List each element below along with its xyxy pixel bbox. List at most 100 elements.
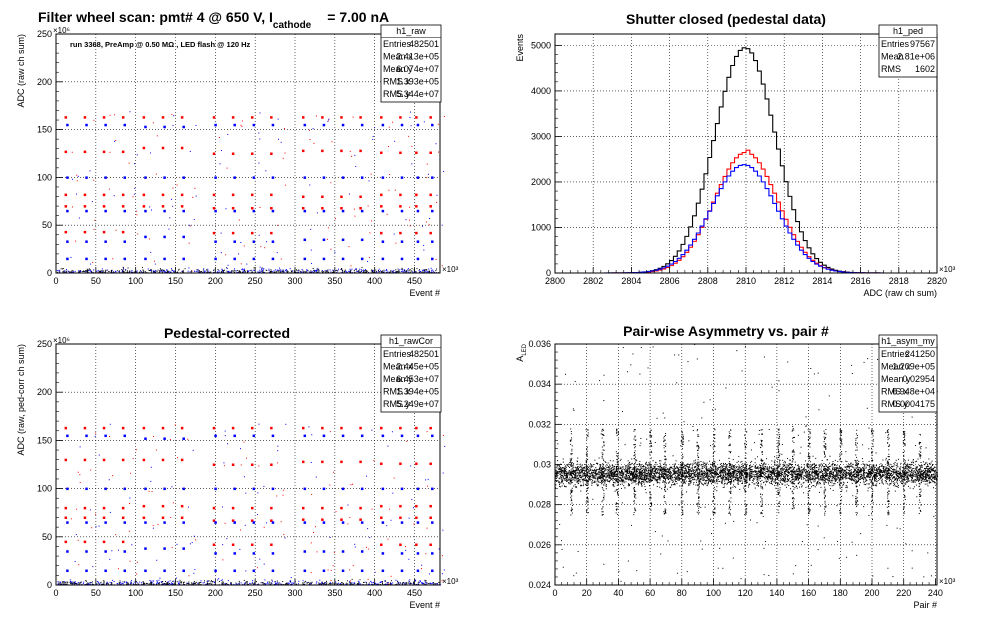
point — [307, 270, 309, 272]
point — [798, 478, 800, 480]
point — [674, 463, 676, 465]
point — [651, 467, 653, 469]
point — [882, 475, 884, 477]
point-blue — [66, 569, 69, 573]
y-exponent: ×10⁶ — [53, 26, 70, 35]
point — [89, 269, 91, 271]
point — [425, 553, 427, 555]
point — [201, 271, 203, 273]
point — [598, 480, 600, 482]
point — [895, 469, 897, 471]
data-points — [555, 344, 938, 585]
point — [903, 471, 905, 473]
point — [933, 473, 935, 475]
point — [66, 581, 68, 583]
point — [569, 465, 571, 467]
point — [310, 271, 312, 273]
point — [202, 269, 204, 271]
point — [424, 581, 426, 583]
point — [195, 195, 197, 197]
point — [668, 475, 670, 477]
point — [776, 456, 778, 458]
point-blue — [341, 238, 345, 242]
point — [878, 478, 880, 480]
point — [88, 269, 90, 271]
point-red — [429, 205, 432, 208]
point-red — [415, 116, 418, 119]
point — [555, 469, 557, 471]
point — [923, 471, 925, 473]
point — [787, 464, 789, 466]
point — [320, 583, 322, 585]
point — [227, 271, 229, 273]
point — [226, 268, 228, 270]
x-tick-label: 400 — [367, 276, 382, 286]
point — [88, 268, 90, 270]
point — [95, 526, 97, 528]
point — [303, 271, 305, 273]
point — [682, 474, 684, 476]
point — [555, 477, 557, 479]
point — [80, 581, 82, 583]
point — [387, 445, 389, 447]
point — [781, 468, 783, 470]
point — [173, 115, 175, 117]
point — [707, 482, 709, 484]
point-red — [231, 543, 235, 547]
point — [257, 583, 259, 585]
point — [270, 269, 272, 271]
point — [581, 485, 583, 487]
point — [887, 471, 889, 473]
point — [98, 454, 100, 456]
point — [815, 464, 817, 466]
point — [131, 271, 133, 273]
point — [418, 269, 420, 271]
point — [157, 582, 159, 584]
point — [567, 479, 569, 481]
point — [120, 581, 122, 583]
point — [419, 271, 421, 273]
point — [902, 469, 904, 471]
point — [893, 485, 895, 487]
point — [144, 270, 146, 272]
point — [789, 478, 791, 480]
point — [256, 567, 258, 569]
x-tick-label: 200 — [208, 588, 223, 598]
point — [297, 583, 299, 585]
point — [290, 583, 292, 585]
x-tick-label: 2802 — [583, 276, 603, 286]
point — [243, 271, 245, 273]
point — [242, 268, 244, 270]
point — [720, 466, 722, 468]
point — [716, 477, 718, 479]
point — [187, 270, 189, 272]
point — [850, 479, 852, 481]
point — [589, 468, 591, 470]
point — [351, 582, 353, 584]
point — [863, 481, 865, 483]
point-red — [301, 426, 305, 430]
y-axis-label: ADC (raw, ped-corr ch sum) — [16, 344, 26, 456]
point — [601, 457, 603, 459]
point — [405, 582, 407, 584]
point — [409, 269, 411, 271]
point — [570, 465, 572, 467]
point — [893, 465, 895, 467]
point — [744, 476, 746, 478]
point-blue — [182, 125, 185, 129]
point — [296, 269, 298, 271]
point — [745, 469, 747, 471]
point-red — [121, 230, 125, 234]
point — [152, 270, 154, 272]
point — [572, 470, 574, 472]
point — [225, 583, 227, 585]
point — [902, 470, 904, 472]
point — [363, 581, 365, 583]
point — [578, 472, 580, 474]
point — [874, 469, 876, 471]
point-red — [102, 116, 106, 119]
point — [337, 268, 339, 270]
point-red — [415, 543, 418, 547]
point — [596, 483, 598, 485]
point — [919, 471, 921, 473]
